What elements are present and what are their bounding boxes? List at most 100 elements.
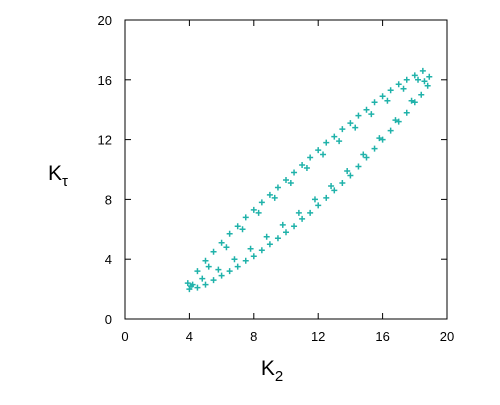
point [426, 73, 433, 80]
x-label-base: K [261, 357, 275, 380]
point [403, 109, 410, 116]
point [368, 111, 375, 118]
point [360, 151, 367, 158]
point [403, 76, 410, 83]
x-tick-label: 12 [311, 329, 325, 344]
point [421, 78, 428, 85]
point [363, 154, 370, 161]
point [344, 167, 351, 174]
point [234, 263, 241, 270]
point [291, 169, 298, 176]
point [226, 230, 233, 237]
point [331, 187, 338, 194]
point [188, 283, 195, 290]
x-axis-label: K2 [261, 357, 283, 385]
point [323, 139, 330, 146]
point [315, 202, 322, 209]
point [202, 257, 209, 264]
x-tick-label: 20 [440, 329, 454, 344]
point [205, 263, 212, 270]
point [328, 182, 335, 189]
point [331, 133, 338, 140]
y-tick-label: 16 [98, 73, 112, 88]
point [218, 239, 225, 246]
point [283, 176, 289, 183]
x-label-subscript: 2 [275, 368, 283, 385]
point [210, 277, 217, 284]
y-label-subscript: τ [62, 173, 68, 190]
point [347, 120, 354, 127]
point [415, 76, 422, 83]
x-tick-label: 8 [250, 329, 257, 344]
point [258, 199, 265, 206]
point [274, 235, 281, 242]
point [387, 87, 394, 94]
point [242, 214, 249, 221]
point [231, 256, 238, 263]
point [291, 223, 298, 230]
point [352, 124, 359, 131]
point [307, 154, 314, 161]
plot-frame [124, 19, 448, 320]
point [274, 184, 281, 191]
point [226, 268, 233, 275]
point [234, 223, 241, 230]
point [315, 147, 322, 154]
point [411, 72, 418, 79]
point [307, 209, 314, 216]
point [202, 281, 209, 288]
point [199, 275, 206, 282]
point [355, 112, 362, 119]
point [371, 99, 378, 106]
point [418, 91, 425, 98]
point [239, 226, 246, 233]
y-tick-label: 0 [105, 312, 112, 327]
point [323, 194, 330, 201]
point [379, 93, 386, 100]
point [194, 268, 201, 275]
point [250, 253, 257, 260]
point [247, 245, 254, 252]
point [303, 165, 310, 172]
point [215, 266, 222, 273]
point [395, 81, 402, 88]
point [384, 97, 391, 104]
point [355, 163, 362, 170]
point [299, 215, 306, 222]
point [263, 233, 270, 240]
point [210, 248, 217, 255]
point [379, 136, 386, 143]
point [376, 135, 383, 142]
point [363, 106, 370, 113]
point [218, 272, 225, 279]
point [194, 284, 201, 291]
point [279, 221, 286, 228]
y-tick-label: 4 [105, 252, 112, 267]
point [223, 244, 230, 251]
point [419, 67, 426, 74]
x-tick-label: 16 [375, 329, 389, 344]
point [266, 241, 273, 248]
point [387, 127, 394, 134]
point [339, 126, 346, 133]
point [424, 82, 431, 89]
point [336, 138, 343, 145]
point [299, 162, 306, 169]
point [339, 179, 346, 186]
y-label-base: K [48, 162, 62, 185]
point [184, 280, 191, 287]
point [311, 196, 318, 203]
point [287, 179, 294, 186]
point [347, 172, 354, 179]
point [392, 117, 399, 124]
point [283, 229, 289, 236]
x-tick-label: 0 [121, 329, 128, 344]
point [400, 85, 407, 92]
point [242, 257, 249, 264]
x-tick-label: 4 [186, 329, 193, 344]
point [411, 99, 418, 106]
y-tick-label: 12 [98, 133, 112, 148]
point [395, 118, 402, 125]
point [255, 209, 262, 216]
